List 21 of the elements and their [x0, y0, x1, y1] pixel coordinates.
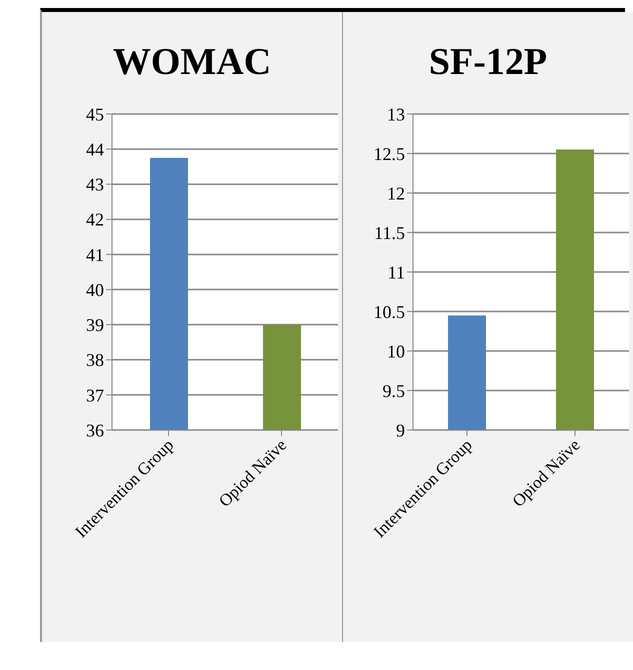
y-tick-label: 12.5 [374, 144, 405, 164]
y-tick-label: 37 [86, 385, 104, 406]
y-tick-label: 11 [388, 262, 405, 282]
y-tick-label: 10 [387, 341, 405, 362]
y-tick-label: 9.5 [382, 380, 405, 401]
y-tick-label: 44 [86, 140, 104, 160]
chart-title: WOMAC [112, 40, 272, 85]
y-tick-label: 42 [86, 210, 104, 230]
y-tick-label: 40 [86, 280, 104, 300]
y-tick-label: 38 [86, 350, 104, 370]
y-tick-label: 41 [86, 244, 104, 265]
y-tick-label: 13 [387, 104, 405, 124]
y-tick-label: 39 [86, 315, 104, 336]
y-tick-label: 36 [86, 420, 104, 440]
y-tick-label: 9 [396, 420, 405, 440]
y-tick-label: 11.5 [374, 222, 405, 243]
y-tick-label: 10.5 [374, 302, 405, 322]
y-tick-label: 12 [387, 183, 405, 204]
y-tick-label: 43 [86, 174, 104, 195]
y-tick-label: 45 [86, 104, 104, 124]
chart-title: SF-12P [428, 40, 548, 85]
